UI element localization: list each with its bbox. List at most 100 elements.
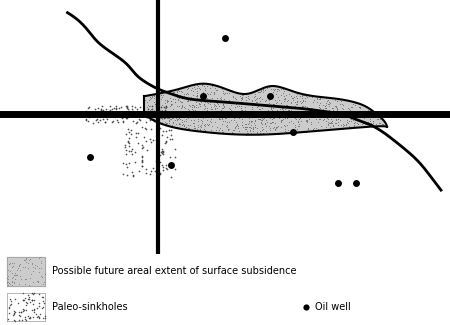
Point	[202, 121, 209, 126]
Point	[196, 86, 203, 91]
Point	[30, 280, 37, 285]
Point	[350, 123, 357, 128]
Point	[285, 114, 292, 119]
Point	[264, 113, 271, 119]
Point	[184, 123, 191, 128]
Point	[139, 158, 146, 163]
Point	[258, 96, 265, 101]
Point	[219, 103, 226, 108]
Point	[289, 95, 296, 100]
Point	[153, 152, 161, 157]
Point	[212, 87, 219, 93]
Point	[328, 120, 335, 125]
Point	[165, 98, 172, 103]
Point	[235, 116, 243, 121]
Point	[11, 277, 18, 282]
Point	[280, 105, 288, 110]
Point	[361, 112, 369, 117]
Point	[292, 101, 299, 107]
Point	[244, 113, 252, 119]
Point	[355, 124, 362, 129]
Point	[253, 112, 260, 117]
Point	[277, 107, 284, 112]
Point	[256, 107, 264, 112]
Point	[178, 113, 185, 119]
Point	[189, 88, 197, 94]
Point	[296, 122, 303, 127]
Point	[212, 102, 219, 107]
Point	[298, 94, 306, 99]
Point	[211, 85, 218, 91]
Point	[369, 118, 377, 123]
Point	[357, 109, 364, 114]
Point	[212, 105, 219, 110]
Point	[208, 106, 215, 111]
Point	[228, 130, 235, 135]
Point	[352, 115, 360, 120]
Point	[238, 107, 245, 112]
Point	[149, 114, 157, 120]
Point	[32, 263, 39, 268]
Point	[293, 127, 300, 132]
Point	[339, 102, 346, 107]
Point	[33, 312, 40, 317]
Point	[311, 94, 319, 99]
Point	[273, 86, 280, 92]
Point	[193, 93, 200, 98]
Point	[24, 296, 32, 301]
Point	[155, 99, 162, 105]
Point	[247, 102, 254, 107]
Point	[300, 103, 307, 108]
Point	[181, 95, 188, 100]
Point	[194, 96, 201, 101]
Point	[254, 130, 261, 136]
Point	[197, 104, 204, 109]
Point	[213, 101, 220, 106]
Point	[201, 98, 208, 103]
Point	[314, 120, 321, 125]
Point	[232, 110, 239, 115]
Point	[301, 92, 308, 97]
Point	[282, 93, 289, 98]
Point	[149, 117, 156, 122]
Point	[26, 275, 33, 280]
Point	[194, 126, 201, 132]
Point	[202, 92, 209, 98]
Point	[35, 315, 42, 320]
Point	[237, 103, 244, 109]
Point	[236, 99, 243, 105]
Point	[203, 121, 211, 126]
Point	[276, 112, 284, 118]
Point	[189, 108, 197, 113]
Point	[163, 120, 170, 125]
Point	[99, 107, 107, 112]
Point	[246, 128, 253, 133]
Point	[194, 94, 201, 99]
Point	[146, 117, 153, 123]
Point	[188, 103, 195, 108]
Point	[92, 107, 99, 112]
Point	[28, 290, 36, 295]
Point	[238, 92, 245, 97]
Point	[215, 103, 222, 109]
Point	[224, 124, 231, 130]
Point	[281, 115, 288, 121]
Point	[190, 126, 197, 131]
Point	[269, 119, 276, 124]
Point	[221, 90, 228, 96]
Point	[108, 119, 115, 124]
Point	[256, 128, 263, 133]
Point	[144, 114, 151, 120]
Point	[271, 115, 278, 120]
Point	[281, 128, 288, 133]
Point	[249, 126, 256, 131]
Point	[204, 92, 212, 97]
Point	[284, 108, 292, 113]
Point	[323, 105, 330, 110]
Point	[201, 124, 208, 129]
Point	[183, 125, 190, 130]
Point	[266, 101, 273, 106]
Point	[347, 105, 355, 110]
Point	[5, 261, 13, 266]
Point	[333, 109, 341, 114]
